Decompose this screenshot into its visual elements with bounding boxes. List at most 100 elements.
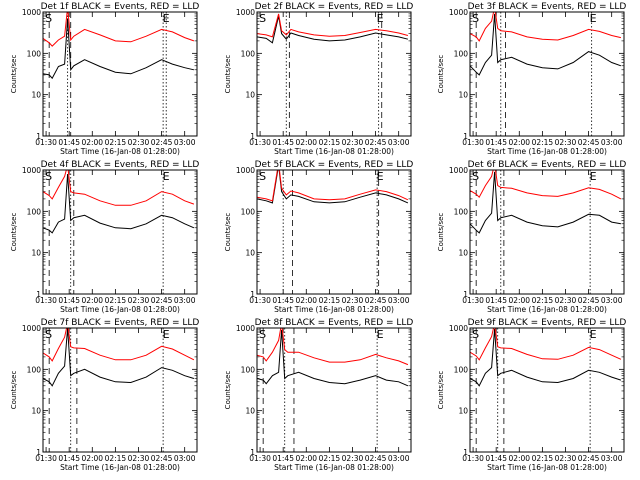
x-tick-label: 02:45 <box>365 296 387 305</box>
x-tick-label: 02:15 <box>319 296 341 305</box>
x-tick-label: 03:00 <box>388 296 410 305</box>
x-tick-label: 03:00 <box>174 138 196 147</box>
x-tick-label: 02:00 <box>508 454 530 463</box>
x-axis-label: Start Time (16-Jan-08 01:28:00) <box>60 305 180 314</box>
y-tick-label: 100 <box>454 207 469 216</box>
x-tick-label: 02:15 <box>532 296 554 305</box>
y-tick-label: 1000 <box>449 166 468 175</box>
y-axis-label: Counts/sec <box>437 213 445 252</box>
series-lld <box>470 328 622 361</box>
x-tick-label: 01:45 <box>58 296 80 305</box>
series-events <box>43 18 195 80</box>
panel: Det 3f BLACK = Events, RED = LLD 1 10 100 10… <box>437 2 626 156</box>
series-lld <box>43 12 195 47</box>
plot-frame <box>256 169 412 295</box>
x-tick-label: 02:30 <box>128 454 150 463</box>
y-tick-label: 1000 <box>22 166 41 175</box>
x-tick-label: 01:30 <box>462 296 484 305</box>
y-tick-label: 10 <box>245 249 255 258</box>
x-tick-label: 02:15 <box>105 296 127 305</box>
series-lld <box>43 170 195 206</box>
y-tick-label: 10 <box>31 249 41 258</box>
panel: Det 2f BLACK = Events, RED = LLD 1 10 100 10… <box>224 2 413 156</box>
x-axis-label: Start Time (16-Jan-08 01:28:00) <box>274 305 394 314</box>
y-tick-label: 100 <box>241 49 256 58</box>
y-tick-label: 10 <box>31 91 41 100</box>
panel-title: Det 6f BLACK = Events, RED = LLD <box>468 160 627 170</box>
panel-title: Det 1f BLACK = Events, RED = LLD <box>41 2 200 12</box>
series-lld <box>470 12 622 42</box>
x-tick-label: 02:00 <box>81 454 103 463</box>
x-tick-label: 02:45 <box>578 138 600 147</box>
end-marker: E <box>163 328 170 341</box>
x-tick-label: 03:00 <box>388 138 410 147</box>
y-tick-label: 10 <box>245 407 255 416</box>
x-tick-label: 02:30 <box>342 138 364 147</box>
series-lld <box>470 170 622 200</box>
x-tick-label: 02:45 <box>151 296 173 305</box>
x-tick-label: 02:30 <box>128 138 150 147</box>
y-tick-label: 1 <box>463 290 468 299</box>
x-tick-label: 02:45 <box>365 454 387 463</box>
x-tick-label: 01:45 <box>272 138 294 147</box>
y-tick-label: 1 <box>250 290 255 299</box>
y-tick-label: 1 <box>36 448 41 457</box>
x-tick-label: 02:15 <box>319 454 341 463</box>
y-tick-label: 1 <box>463 448 468 457</box>
series-lld <box>257 170 409 202</box>
plot-frame <box>42 169 198 295</box>
series-events <box>257 329 409 387</box>
x-axis-label: Start Time (16-Jan-08 01:28:00) <box>60 147 180 156</box>
y-tick-label: 10 <box>458 407 468 416</box>
x-tick-label: 02:00 <box>508 138 530 147</box>
x-tick-label: 01:30 <box>249 138 271 147</box>
y-axis-label: Counts/sec <box>10 55 18 94</box>
x-tick-label: 01:30 <box>249 296 271 305</box>
x-axis-label: Start Time (16-Jan-08 01:28:00) <box>60 463 180 472</box>
panel: Det 7f BLACK = Events, RED = LLD 1 10 100 10… <box>10 318 199 472</box>
x-tick-label: 02:00 <box>81 296 103 305</box>
x-tick-label: 02:15 <box>319 138 341 147</box>
series-events <box>470 328 622 387</box>
x-tick-label: 02:00 <box>508 296 530 305</box>
y-axis-label: Counts/sec <box>224 213 232 252</box>
start-marker: S <box>259 328 266 341</box>
plot-frame <box>469 11 625 137</box>
y-axis-label: Counts/sec <box>10 213 18 252</box>
y-tick-label: 100 <box>27 207 42 216</box>
y-tick-label: 100 <box>27 365 42 374</box>
y-tick-label: 1000 <box>449 324 468 333</box>
y-tick-label: 100 <box>454 365 469 374</box>
y-axis-label: Counts/sec <box>437 55 445 94</box>
start-marker: S <box>45 328 52 341</box>
start-marker: S <box>472 12 479 25</box>
x-tick-label: 02:15 <box>105 454 127 463</box>
x-tick-label: 01:30 <box>35 138 57 147</box>
x-tick-label: 01:30 <box>462 138 484 147</box>
y-tick-label: 10 <box>31 407 41 416</box>
plot-frame <box>469 327 625 453</box>
panel-title: Det 8f BLACK = Events, RED = LLD <box>255 318 414 328</box>
y-tick-label: 100 <box>241 365 256 374</box>
x-tick-label: 01:45 <box>272 296 294 305</box>
plot-frame <box>469 169 625 295</box>
y-tick-label: 100 <box>241 207 256 216</box>
x-tick-label: 02:00 <box>295 138 317 147</box>
x-tick-label: 03:00 <box>601 138 623 147</box>
plot-frame <box>256 11 412 137</box>
x-tick-label: 01:45 <box>272 454 294 463</box>
x-tick-label: 02:00 <box>295 296 317 305</box>
end-marker: E <box>377 170 384 183</box>
end-marker: E <box>377 328 384 341</box>
start-marker: S <box>259 12 266 25</box>
panel: Det 8f BLACK = Events, RED = LLD 1 10 100 10… <box>224 318 413 472</box>
panel-title: Det 3f BLACK = Events, RED = LLD <box>468 2 627 12</box>
x-tick-label: 02:30 <box>128 296 150 305</box>
y-tick-label: 1000 <box>449 8 468 17</box>
x-tick-label: 03:00 <box>601 454 623 463</box>
x-axis-label: Start Time (16-Jan-08 01:28:00) <box>487 305 607 314</box>
x-tick-label: 02:00 <box>81 138 103 147</box>
x-tick-label: 03:00 <box>601 296 623 305</box>
panel-title: Det 2f BLACK = Events, RED = LLD <box>255 2 414 12</box>
